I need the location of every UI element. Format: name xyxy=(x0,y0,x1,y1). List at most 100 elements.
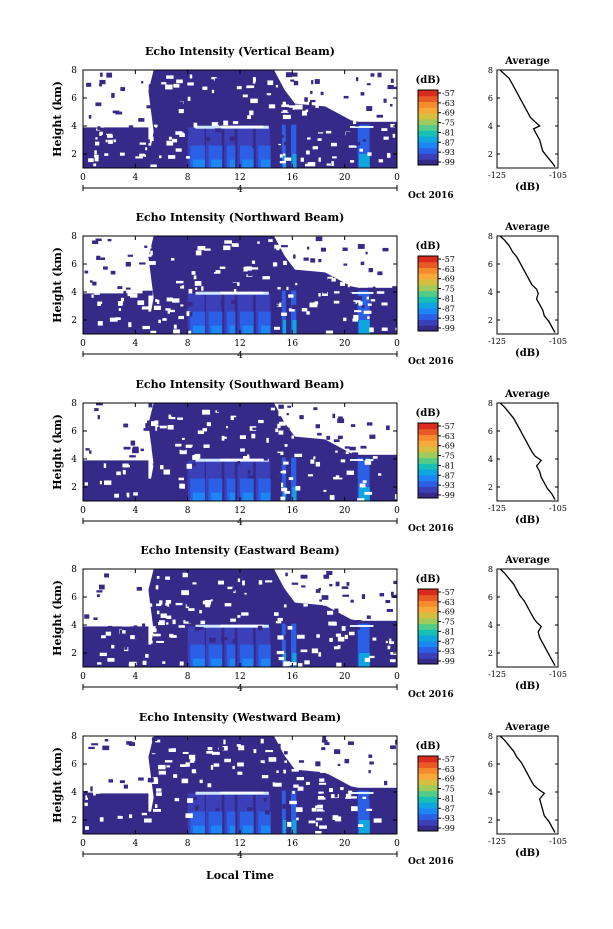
data-gap xyxy=(187,96,191,101)
data-gap xyxy=(307,137,311,140)
panel-1: Echo Intensity (Vertical Beam) 2 4 6 8 Height… xyxy=(51,45,567,201)
data-gap xyxy=(394,272,397,276)
data-gap xyxy=(379,426,386,432)
data-gap xyxy=(273,326,280,330)
data-gap xyxy=(129,602,137,606)
data-gap xyxy=(252,80,256,84)
data-gap xyxy=(275,621,282,624)
x-tick-label: 16 xyxy=(287,339,299,349)
data-gap xyxy=(187,798,194,803)
echo-speckle xyxy=(251,743,255,747)
echo-column-narrow xyxy=(291,124,297,168)
data-gap xyxy=(304,84,309,89)
data-gap xyxy=(245,266,252,271)
data-gap xyxy=(223,245,231,251)
echo-speckle xyxy=(153,74,158,80)
data-gap xyxy=(131,112,134,116)
average-x-label: (dB) xyxy=(515,348,540,359)
echo-speckle xyxy=(191,446,197,452)
data-gap xyxy=(210,764,214,770)
echo-speckle xyxy=(369,761,374,765)
echo-speckle xyxy=(343,95,349,99)
echo-speckle xyxy=(321,107,329,110)
data-gap xyxy=(104,153,109,156)
colorbar-tick-label: -57 xyxy=(442,255,455,264)
echo-speckle xyxy=(395,739,397,745)
data-gap xyxy=(225,425,228,429)
data-gap xyxy=(185,813,193,819)
data-gap xyxy=(307,474,314,477)
data-gap xyxy=(336,80,345,85)
data-gap xyxy=(105,631,112,636)
echo-speckle xyxy=(282,803,288,809)
echo-speckle xyxy=(128,125,134,130)
average-profile-line xyxy=(499,69,556,167)
data-gap xyxy=(381,128,388,131)
data-gap xyxy=(386,742,392,746)
echo-speckle xyxy=(328,644,333,649)
x-tick-label: 8 xyxy=(185,506,191,516)
colorbar-tick-label: -87 xyxy=(442,138,455,147)
colorbar-segment xyxy=(418,153,438,160)
data-gap xyxy=(364,491,373,495)
average-frame xyxy=(496,735,559,835)
data-gap xyxy=(130,635,138,640)
echo-speckle xyxy=(89,280,93,283)
echo-speckle xyxy=(301,585,306,588)
echo-column-narrow xyxy=(291,623,297,667)
data-gap xyxy=(103,268,107,273)
echo-speckle xyxy=(112,110,120,114)
data-gap xyxy=(358,824,364,827)
echo-speckle xyxy=(98,584,105,590)
echo-speckle xyxy=(253,275,260,280)
echo-speckle xyxy=(124,645,128,650)
data-gap xyxy=(152,633,161,637)
echo-column-narrow-base xyxy=(359,820,370,834)
average-x-tick-label: -105 xyxy=(549,504,567,513)
echo-column-narrow xyxy=(291,290,297,334)
data-gap xyxy=(146,444,152,449)
echo-speckle xyxy=(324,791,328,796)
echo-speckle xyxy=(332,129,340,133)
data-gap xyxy=(383,136,389,140)
echo-speckle xyxy=(196,768,199,773)
data-gap xyxy=(343,249,351,253)
data-gap xyxy=(236,86,242,90)
data-gap xyxy=(144,818,152,823)
echo-speckle xyxy=(244,594,247,598)
echo-speckle xyxy=(291,304,298,310)
colorbar-segment xyxy=(418,118,438,126)
data-gap xyxy=(179,285,185,289)
colorbar-segment xyxy=(418,492,438,499)
data-gap xyxy=(137,579,141,585)
data-gap xyxy=(284,157,292,161)
data-gap xyxy=(117,815,123,819)
y-axis-label: Height (km) xyxy=(51,414,64,490)
data-gap xyxy=(260,760,265,764)
data-gap xyxy=(141,812,148,816)
echo-speckle xyxy=(152,463,159,466)
data-gap xyxy=(166,622,169,625)
data-gap xyxy=(117,444,122,449)
data-gap xyxy=(165,308,171,311)
data-gap xyxy=(96,575,101,579)
colorbar-segment xyxy=(418,302,438,309)
data-gap xyxy=(349,241,353,244)
data-gap xyxy=(156,610,160,615)
echo-column-narrow xyxy=(281,457,286,501)
echo-speckle xyxy=(368,754,373,758)
data-gap xyxy=(273,612,279,616)
data-gap xyxy=(389,641,395,645)
colorbar-tick-label: -99 xyxy=(442,824,455,833)
echo-speckle xyxy=(210,451,213,455)
echo-speckle xyxy=(350,599,354,603)
data-gap xyxy=(92,75,98,80)
x-tick-label: 4 xyxy=(132,672,138,682)
echo-speckle xyxy=(247,807,253,811)
data-gap xyxy=(281,487,288,492)
echo-speckle xyxy=(96,403,103,406)
echo-speckle xyxy=(91,743,99,746)
colorbar-segment xyxy=(418,767,438,774)
colorbar-segment xyxy=(418,617,438,625)
x-tick-label: 20 xyxy=(339,839,351,849)
